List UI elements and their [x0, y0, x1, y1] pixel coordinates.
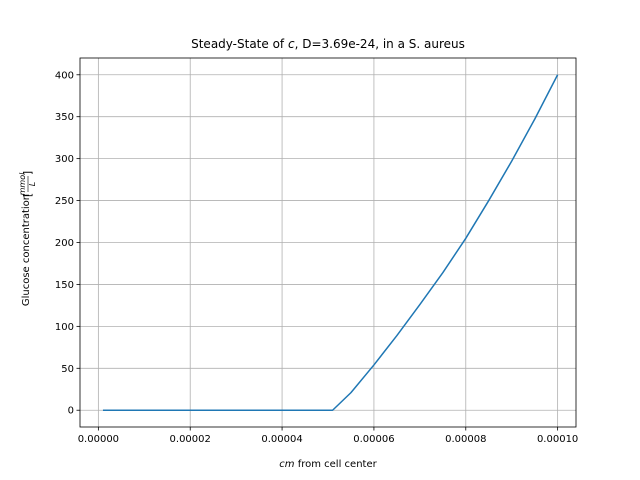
y-tick-label: 300 [55, 154, 74, 165]
x-tick-label: 0.00004 [261, 434, 302, 445]
y-axis-unit-left-bracket: [ [21, 193, 34, 197]
chart-title: Steady-State of c, D=3.69e-24, in a S. a… [191, 37, 465, 51]
y-tick-label: 250 [55, 196, 74, 207]
y-tick-label: 400 [55, 70, 74, 81]
y-tick-label: 200 [55, 238, 74, 249]
y-axis-label: Glucose concentration mmol L [ ] [18, 171, 37, 306]
series-line [102, 74, 559, 411]
grid [80, 58, 576, 427]
x-tick-label: 0.00010 [537, 434, 578, 445]
y-axis-unit-right-bracket: ] [21, 171, 34, 175]
plot-lines [102, 74, 559, 411]
x-tick-label: 0.00002 [170, 434, 211, 445]
y-tick-label: 0 [68, 406, 74, 417]
x-tick-label: 0.00006 [353, 434, 394, 445]
y-tick-label: 150 [55, 280, 74, 291]
y-axis-ticks: 0 50 100 150 200 250 300 350 400 [55, 70, 80, 417]
x-tick-label: 0.00008 [445, 434, 486, 445]
x-axis-ticks: 0.00000 0.00002 0.00004 0.00006 0.00008 0.000… [78, 427, 578, 445]
y-axis-unit-denominator: L [28, 182, 37, 186]
y-tick-label: 50 [61, 364, 74, 375]
y-tick-label: 350 [55, 112, 74, 123]
y-axis-unit-numerator: mmol [18, 172, 27, 195]
x-axis-label: cm from cell center [279, 459, 377, 470]
x-tick-label: 0.00000 [78, 434, 119, 445]
y-axis-label-text: Glucose concentration [21, 194, 32, 306]
y-tick-label: 100 [55, 322, 74, 333]
